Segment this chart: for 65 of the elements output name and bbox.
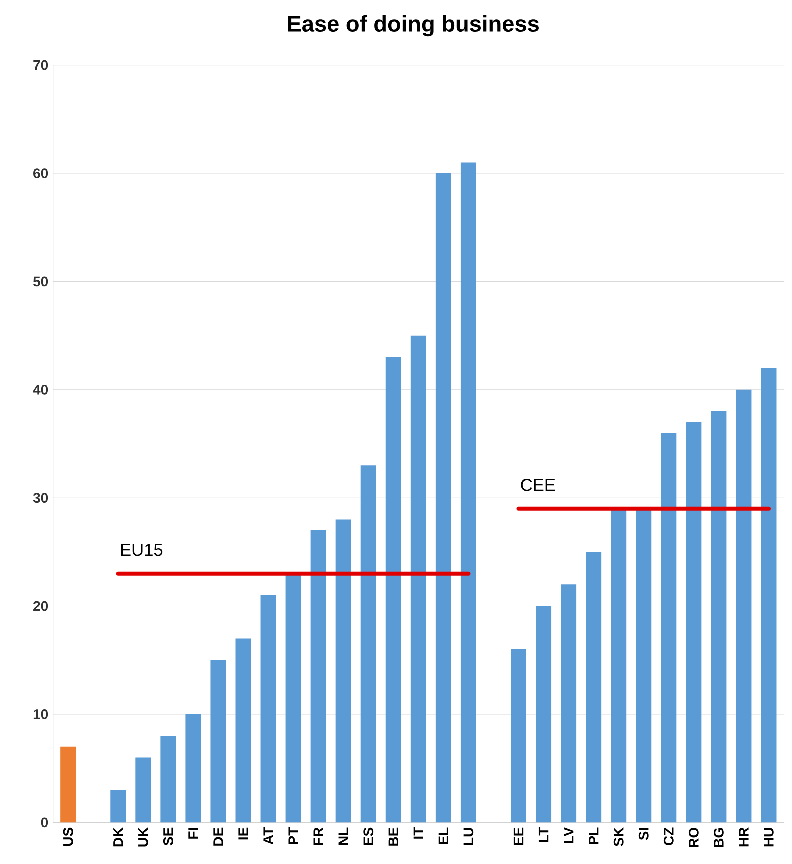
x-tick-label: BE: [388, 828, 398, 846]
x-tick-label: AT: [264, 828, 274, 845]
x-tick-label: HR: [739, 828, 749, 847]
x-tick-label: PT: [288, 828, 298, 844]
x-tick-label: EE: [514, 828, 524, 846]
bar: [336, 520, 352, 823]
bar: [561, 584, 577, 823]
x-tick-label: IT: [414, 828, 424, 839]
bar: [136, 758, 152, 823]
x-tick-label: RO: [688, 828, 699, 848]
chart-title: Ease of doing business: [288, 15, 539, 37]
bar: [711, 412, 727, 823]
x-tick-label: SE: [163, 828, 174, 846]
x-tick-label: DK: [114, 828, 124, 847]
bar: [661, 433, 677, 823]
x-tick-label: US: [63, 828, 74, 846]
y-tick-label: 60: [34, 168, 48, 178]
y-tick-label: 50: [33, 276, 48, 287]
bar: [410, 336, 426, 823]
x-tick-label: BG: [714, 828, 724, 848]
bar: [736, 390, 752, 823]
x-tick-label: SI: [638, 828, 649, 840]
bar: [536, 606, 552, 823]
bar: [686, 422, 702, 823]
bar: [210, 660, 226, 823]
x-tick-label: LV: [564, 827, 574, 844]
bar: [110, 790, 126, 823]
x-tick-label: LT: [538, 828, 549, 842]
bar: [460, 162, 476, 823]
bar: [511, 650, 527, 823]
bar: [236, 638, 252, 823]
series-label: CEE: [521, 479, 556, 492]
x-tick-label: EL: [438, 828, 448, 844]
bar: [611, 508, 627, 823]
y-tick-label: 0: [41, 818, 48, 828]
x-tick-label: UK: [138, 828, 148, 847]
series-label: EU15: [121, 544, 163, 556]
x-tick-label: NL: [338, 828, 348, 846]
y-tick-label: 30: [33, 493, 48, 504]
y-tick-label: 70: [34, 60, 48, 70]
x-tick-label: LU: [464, 828, 474, 846]
y-tick-label: 10: [34, 710, 48, 720]
x-tick-label: FR: [314, 828, 324, 846]
y-tick-label: 40: [33, 384, 48, 395]
x-tick-label: PL: [589, 828, 599, 844]
bar: [310, 530, 326, 823]
y-tick-label: 20: [34, 601, 48, 612]
x-tick-label: HU: [764, 828, 774, 847]
bar: [186, 714, 202, 823]
bar: [586, 552, 602, 823]
bar: [436, 174, 452, 823]
x-tick-label: IE: [238, 828, 248, 840]
bar: [386, 357, 402, 823]
x-tick-label: CZ: [664, 828, 674, 846]
bar: [286, 574, 302, 823]
bar: [761, 368, 777, 823]
x-tick-label: ES: [364, 828, 374, 846]
bar: [636, 508, 652, 823]
bar: [60, 746, 76, 823]
bar: [260, 595, 276, 823]
bar: [160, 736, 176, 823]
x-tick-label: SK: [614, 828, 624, 846]
x-tick-label: FI: [188, 828, 198, 839]
bar: [360, 466, 376, 823]
x-tick-label: DE: [214, 828, 224, 846]
